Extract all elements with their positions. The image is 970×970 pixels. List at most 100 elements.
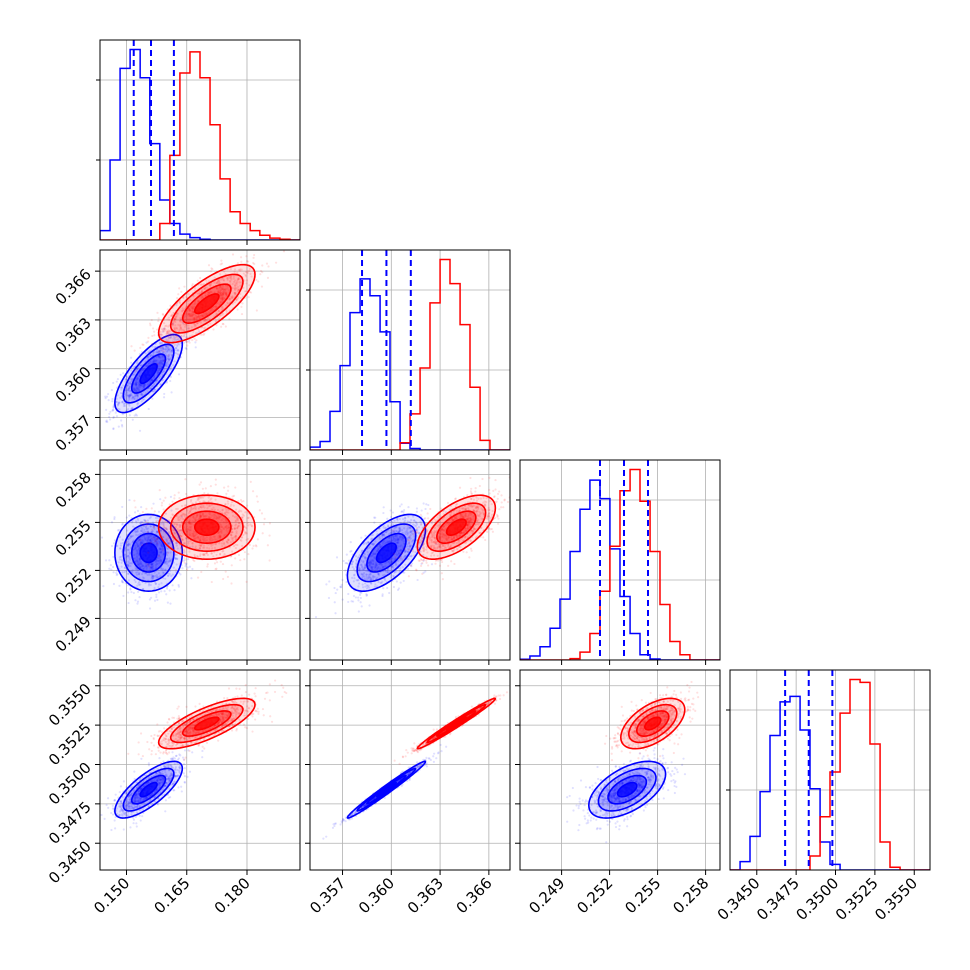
sample-point-red bbox=[218, 287, 221, 290]
sample-point-red bbox=[403, 547, 406, 550]
sample-point-red bbox=[203, 515, 206, 518]
sample-point-blue bbox=[158, 542, 161, 545]
sample-point-red bbox=[181, 512, 184, 515]
sample-point-red bbox=[203, 327, 206, 330]
sample-point-blue bbox=[168, 542, 171, 545]
sample-point-blue bbox=[123, 566, 126, 569]
sample-point-blue bbox=[425, 503, 428, 506]
sample-point-red bbox=[191, 338, 194, 342]
sample-point-blue bbox=[154, 566, 158, 569]
sample-point-red bbox=[187, 312, 190, 316]
sample-point-blue bbox=[415, 521, 418, 525]
sample-point-blue bbox=[161, 347, 164, 350]
sample-point-blue bbox=[396, 554, 399, 557]
sample-point-red bbox=[209, 290, 213, 293]
sample-point-blue bbox=[381, 593, 384, 596]
sample-point-blue bbox=[383, 527, 387, 530]
sample-point-blue bbox=[364, 534, 367, 537]
sample-point-red bbox=[199, 517, 202, 520]
sample-point-blue bbox=[398, 526, 401, 529]
panel-frame bbox=[309, 249, 511, 451]
sample-point-blue bbox=[390, 520, 393, 523]
sample-point-red bbox=[177, 518, 180, 521]
sample-point-red bbox=[165, 324, 168, 327]
sample-point-blue bbox=[166, 357, 170, 360]
sample-point-red bbox=[487, 512, 491, 515]
sample-point-red bbox=[470, 498, 473, 501]
sample-point-red bbox=[231, 495, 234, 498]
contour-blue bbox=[114, 333, 184, 414]
sample-point-blue bbox=[150, 566, 153, 569]
sample-point-blue bbox=[121, 523, 124, 526]
sample-point-red bbox=[211, 514, 214, 517]
sample-point-red bbox=[139, 539, 142, 542]
sample-point-red bbox=[165, 332, 168, 335]
sample-point-red bbox=[451, 538, 454, 541]
sample-point-red bbox=[467, 517, 470, 520]
sample-point-red bbox=[180, 535, 184, 538]
sample-point-blue bbox=[141, 521, 144, 524]
sample-point-red bbox=[228, 279, 231, 283]
sample-point-blue bbox=[137, 544, 140, 547]
sample-point-blue bbox=[371, 576, 375, 579]
sample-point-red bbox=[430, 534, 434, 537]
sample-point-blue bbox=[148, 598, 151, 601]
sample-point-blue bbox=[373, 575, 376, 579]
sample-point-blue bbox=[367, 540, 370, 544]
sample-point-blue bbox=[136, 545, 140, 548]
sample-point-red bbox=[422, 542, 426, 545]
sample-point-blue bbox=[116, 394, 119, 397]
sample-point-red bbox=[180, 546, 183, 549]
sample-point-red bbox=[178, 324, 182, 328]
sample-point-red bbox=[193, 303, 196, 306]
sample-point-blue bbox=[166, 574, 170, 577]
sample-point-blue bbox=[157, 349, 161, 353]
sample-point-red bbox=[237, 499, 240, 503]
sample-point-blue bbox=[404, 531, 407, 534]
sample-point-blue bbox=[159, 356, 162, 359]
sample-point-red bbox=[480, 526, 483, 529]
sample-point-blue bbox=[147, 536, 151, 539]
sample-point-red bbox=[193, 316, 196, 319]
sample-point-red bbox=[221, 284, 225, 287]
sample-point-red bbox=[202, 538, 205, 541]
sample-point-red bbox=[469, 476, 472, 480]
sample-point-blue bbox=[368, 576, 372, 579]
sample-point-blue bbox=[138, 571, 141, 574]
sample-point-blue bbox=[150, 535, 153, 538]
sample-point-blue bbox=[118, 408, 121, 411]
sample-point-blue bbox=[166, 561, 169, 564]
sample-point-red bbox=[438, 537, 442, 540]
sample-point-blue bbox=[160, 543, 164, 546]
sample-point-blue bbox=[360, 549, 364, 552]
sample-point-blue bbox=[165, 346, 168, 349]
sample-point-red bbox=[229, 540, 232, 544]
sample-point-red bbox=[195, 317, 198, 320]
sample-point-blue bbox=[161, 545, 164, 548]
sample-point-blue bbox=[155, 356, 158, 359]
sample-point-red bbox=[197, 498, 200, 501]
sample-point-blue bbox=[128, 394, 131, 397]
sample-point-red bbox=[226, 277, 229, 280]
sample-point-red bbox=[188, 526, 191, 529]
sample-point-red bbox=[432, 541, 435, 544]
sample-point-red bbox=[215, 515, 218, 519]
sample-point-red bbox=[160, 346, 163, 349]
sample-point-blue bbox=[120, 419, 123, 422]
sample-point-blue bbox=[162, 522, 165, 525]
sample-point-red bbox=[245, 255, 248, 258]
sample-point-blue bbox=[379, 567, 382, 570]
sample-point-blue bbox=[406, 547, 409, 551]
sample-point-red bbox=[194, 501, 198, 504]
sample-point-red bbox=[239, 284, 242, 287]
sample-point-red bbox=[185, 340, 188, 343]
sample-point-red bbox=[225, 540, 229, 544]
sample-point-blue bbox=[404, 550, 407, 553]
sample-point-blue bbox=[128, 394, 132, 397]
sample-point-red bbox=[216, 291, 219, 294]
sample-point-blue bbox=[361, 549, 364, 552]
sample-point-blue bbox=[154, 575, 157, 578]
sample-point-red bbox=[224, 325, 227, 328]
sample-point-blue bbox=[167, 530, 170, 533]
sample-point-red bbox=[201, 314, 204, 317]
